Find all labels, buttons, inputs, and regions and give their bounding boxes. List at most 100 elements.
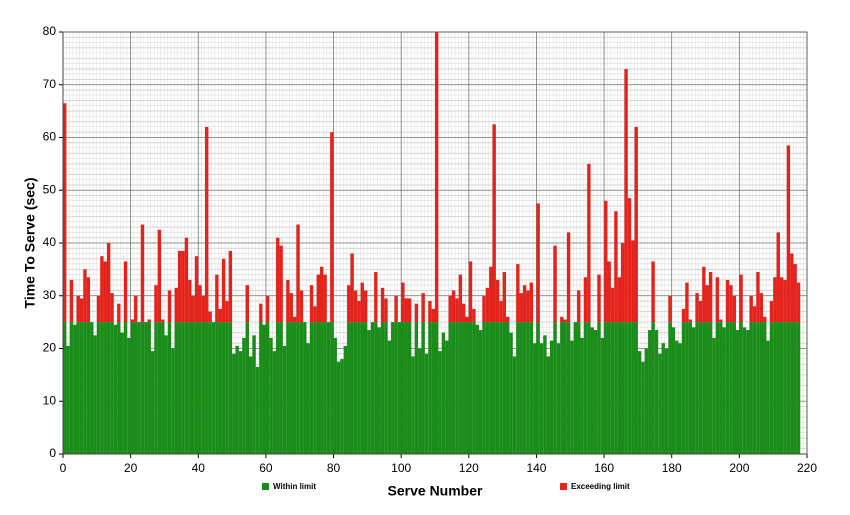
bar-segment xyxy=(631,240,635,323)
bar-segment xyxy=(340,359,344,454)
bar-segment xyxy=(580,337,584,454)
bar-segment xyxy=(577,290,581,323)
bar-segment xyxy=(127,337,131,454)
bar-segment xyxy=(276,237,280,323)
bar-segment xyxy=(729,322,733,454)
bar-segment xyxy=(675,340,679,454)
bar-segment xyxy=(688,319,693,323)
bar-segment xyxy=(587,322,591,454)
bar-segment xyxy=(448,322,452,454)
x-axis-title: Serve Number xyxy=(388,483,483,499)
bar-segment xyxy=(407,322,412,454)
bar-segment xyxy=(242,337,246,454)
bar-segment xyxy=(485,287,490,323)
bar-segment xyxy=(658,353,662,454)
bar-segment xyxy=(306,343,310,454)
bar-segment xyxy=(86,322,91,454)
bar-segment xyxy=(627,198,632,323)
bar-segment xyxy=(705,322,709,454)
bar-segment xyxy=(228,322,233,454)
bar-segment xyxy=(414,322,419,454)
bar-segment xyxy=(729,285,733,323)
bar-segment xyxy=(147,322,151,454)
bar-segment xyxy=(323,322,327,454)
bar-segment xyxy=(759,293,764,323)
bar-segment xyxy=(634,126,638,323)
bar-segment xyxy=(208,322,212,454)
bar-segment xyxy=(445,340,449,454)
bar-segment xyxy=(218,308,222,323)
bar-segment xyxy=(506,316,510,323)
bar-segment xyxy=(320,266,324,323)
x-tick-label: 180 xyxy=(662,461,682,475)
bar-segment xyxy=(756,272,760,323)
bar-segment xyxy=(347,322,351,454)
bar-segment xyxy=(225,322,229,454)
bar-segment xyxy=(177,322,182,454)
bar-segment xyxy=(154,285,158,323)
bar-segment xyxy=(621,243,625,323)
bar-segment xyxy=(181,250,185,323)
bar-segment xyxy=(519,322,523,454)
bar-segment xyxy=(286,322,290,454)
bar-segment xyxy=(756,322,760,454)
legend-swatch xyxy=(262,483,269,490)
bar-segment xyxy=(570,340,574,454)
bar-segment xyxy=(553,322,557,454)
bar-segment xyxy=(106,243,111,323)
bar-segment xyxy=(746,330,750,454)
x-tick-label: 80 xyxy=(327,461,341,475)
bar-segment xyxy=(506,322,510,454)
bar-segment xyxy=(472,322,476,454)
x-tick-label: 220 xyxy=(797,461,817,475)
bar-segment xyxy=(90,322,94,454)
bar-segment xyxy=(330,132,334,323)
bar-segment xyxy=(495,279,500,323)
bar-segment xyxy=(651,261,655,323)
bar-segment xyxy=(249,356,253,454)
bar-segment xyxy=(522,285,527,323)
bar-segment xyxy=(435,32,439,323)
bar-segment xyxy=(387,340,392,454)
bar-segment xyxy=(336,361,341,454)
bar-segment xyxy=(489,322,493,454)
bar-segment xyxy=(272,351,277,454)
bar-segment xyxy=(347,285,351,323)
bar-segment xyxy=(692,327,696,454)
bar-segment xyxy=(732,322,736,454)
bar-segment xyxy=(205,126,209,323)
bar-segment xyxy=(617,277,621,323)
bar-segment xyxy=(123,261,128,323)
bar-segment xyxy=(174,287,178,323)
bar-segment xyxy=(739,322,743,454)
bar-segment xyxy=(631,322,635,454)
bar-segment xyxy=(69,279,74,323)
bar-segment xyxy=(590,327,594,454)
bar-segment xyxy=(648,330,652,454)
bar-segment xyxy=(211,322,216,454)
y-tick-label: 20 xyxy=(43,341,57,355)
bar-segment xyxy=(218,322,222,454)
bar-segment xyxy=(140,224,145,323)
bar-segment xyxy=(441,332,446,454)
bar-segment xyxy=(401,322,405,454)
bar-segment xyxy=(455,298,459,323)
bar-segment xyxy=(702,266,706,323)
bar-segment xyxy=(326,322,331,454)
bar-segment xyxy=(299,290,304,323)
bar-segment xyxy=(621,322,625,454)
bar-segment xyxy=(167,290,172,323)
bar-segment xyxy=(63,103,67,323)
x-tick-label: 100 xyxy=(391,461,411,475)
bar-segment xyxy=(766,340,770,454)
bar-segment xyxy=(333,337,337,454)
bar-segment xyxy=(188,322,192,454)
x-tick-label: 200 xyxy=(729,461,749,475)
bar-segment xyxy=(604,200,608,323)
bar-segment xyxy=(404,298,408,323)
bar-segment xyxy=(208,311,212,323)
bar-segment xyxy=(113,324,118,454)
bar-segment xyxy=(181,322,185,454)
bar-segment xyxy=(374,272,378,323)
legend-label: Exceeding limit xyxy=(571,482,630,491)
